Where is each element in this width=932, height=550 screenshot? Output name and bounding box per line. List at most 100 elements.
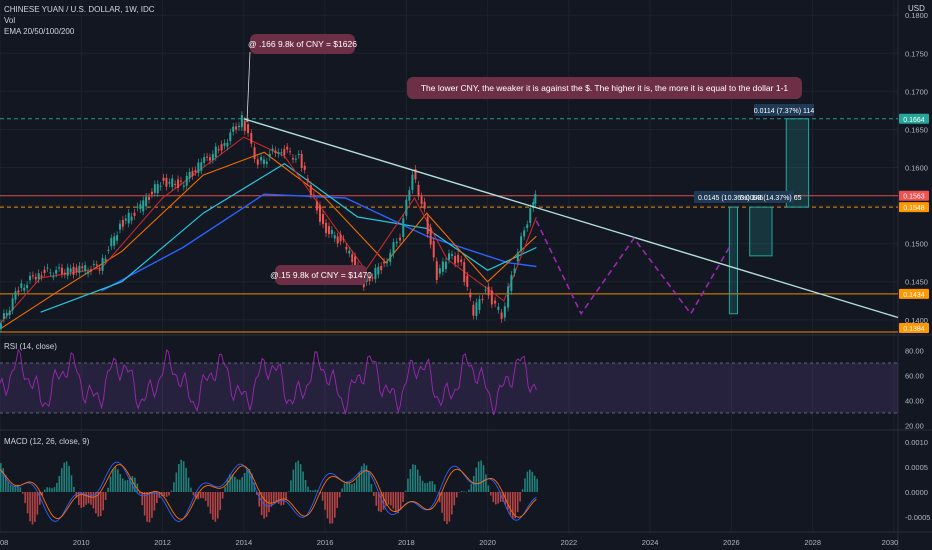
macd-histogram-bar	[412, 464, 414, 492]
macd-histogram-bar	[46, 487, 48, 492]
macd-signal-line	[0, 464, 537, 520]
candle-body	[529, 208, 532, 224]
candle-body	[89, 269, 92, 272]
candle-body	[185, 175, 188, 186]
candle-body	[399, 237, 402, 241]
candle-body	[494, 300, 497, 304]
macd-histogram-bar	[255, 492, 258, 495]
macd-histogram-bar	[536, 478, 538, 492]
macd-histogram-bar	[448, 492, 451, 522]
candle-body	[113, 236, 116, 246]
candle-body	[405, 199, 408, 216]
candle-body	[92, 264, 95, 266]
candle-body	[11, 298, 14, 311]
candle-body	[60, 267, 63, 274]
candle-body	[179, 180, 182, 182]
macd-histogram-bar	[353, 482, 356, 492]
macd-histogram-bar	[151, 492, 153, 518]
macd-histogram-bar	[314, 489, 317, 492]
macd-histogram-bar	[53, 487, 56, 492]
candle-body	[87, 271, 90, 274]
x-tick-label: 2024	[642, 538, 659, 547]
macd-histogram-bar	[273, 492, 275, 504]
macd-histogram-bar	[431, 481, 434, 492]
candle-body	[37, 273, 40, 280]
rsi-tick-label: 20.00	[905, 422, 924, 431]
candle-body	[177, 179, 180, 188]
macd-histogram-bar	[204, 492, 207, 501]
candle-body	[171, 178, 174, 188]
macd-histogram-bar	[102, 492, 104, 511]
macd-histogram-bar	[502, 492, 504, 502]
candle-body	[237, 125, 240, 128]
candle-body	[72, 266, 75, 275]
macd-histogram-bar	[26, 492, 29, 514]
macd-histogram-bar	[70, 475, 73, 492]
macd-histogram-bar	[138, 492, 141, 494]
x-tick-label: 2018	[398, 538, 415, 547]
candle-body	[101, 258, 104, 271]
price-badge	[899, 323, 929, 333]
macd-histogram-bar	[494, 492, 497, 505]
candle-body	[325, 222, 328, 233]
macd-histogram-bar	[43, 489, 46, 492]
macd-histogram-bar	[2, 468, 5, 492]
candle-body	[156, 184, 159, 194]
candle-body	[318, 205, 321, 222]
macd-histogram-bar	[153, 492, 156, 511]
candle-body	[0, 323, 2, 329]
macd-histogram-bar	[451, 492, 453, 515]
candle-body	[429, 227, 432, 245]
macd-histogram-bar	[63, 462, 65, 492]
macd-histogram-bar	[292, 469, 295, 492]
macd-histogram-bar	[173, 482, 175, 492]
candle-body	[63, 272, 66, 275]
macd-histogram-bar	[87, 492, 90, 504]
macd-histogram-bar	[209, 492, 212, 514]
candle-body	[104, 258, 107, 261]
candle-body	[371, 277, 374, 279]
macd-histogram-bar	[277, 492, 280, 504]
candle-body	[110, 238, 113, 247]
macd-histogram-bar	[360, 466, 363, 492]
rsi-band	[0, 363, 898, 413]
price-badge-label: 0.1563	[903, 194, 925, 201]
candle-body	[271, 148, 274, 151]
candle-body	[513, 268, 516, 274]
candle-body	[262, 159, 265, 164]
x-tick-label: 2012	[154, 538, 171, 547]
candle-body	[411, 174, 414, 190]
note-label-box	[407, 77, 802, 99]
candle-body	[229, 132, 232, 142]
macd-histogram-bar	[531, 471, 534, 492]
macd-histogram-bar	[241, 477, 243, 492]
macd-histogram-bar	[409, 469, 412, 492]
macd-histogram-bar	[516, 492, 519, 513]
macd-histogram-bar	[131, 476, 134, 492]
x-tick-label: 2030	[882, 538, 899, 547]
macd-histogram-bar	[299, 464, 302, 492]
macd-histogram-bar	[168, 492, 170, 496]
candle-body	[503, 306, 506, 318]
candle-body	[31, 275, 34, 277]
macd-histogram-bar	[526, 471, 529, 492]
candle-body	[408, 190, 411, 201]
macd-histogram-bar	[219, 492, 222, 511]
macd-histogram-bar	[482, 465, 485, 492]
candle-body	[362, 281, 365, 288]
candle-body	[14, 291, 17, 300]
y-tick-label: 0.1500	[905, 240, 928, 249]
macd-histogram-bar	[321, 492, 324, 501]
macd-histogram-bar	[346, 482, 348, 492]
measure-box	[728, 206, 738, 315]
macd-histogram-bar	[521, 489, 524, 492]
candle-body	[330, 229, 333, 235]
macd-histogram-bar	[175, 472, 178, 492]
macd-histogram-bar	[4, 475, 7, 492]
rsi-legend: RSI (14, close)	[4, 342, 57, 351]
candle-body	[2, 313, 5, 319]
macd-histogram-bar	[263, 492, 265, 519]
macd-histogram-bar	[195, 492, 197, 499]
macd-histogram-bar	[56, 482, 58, 492]
